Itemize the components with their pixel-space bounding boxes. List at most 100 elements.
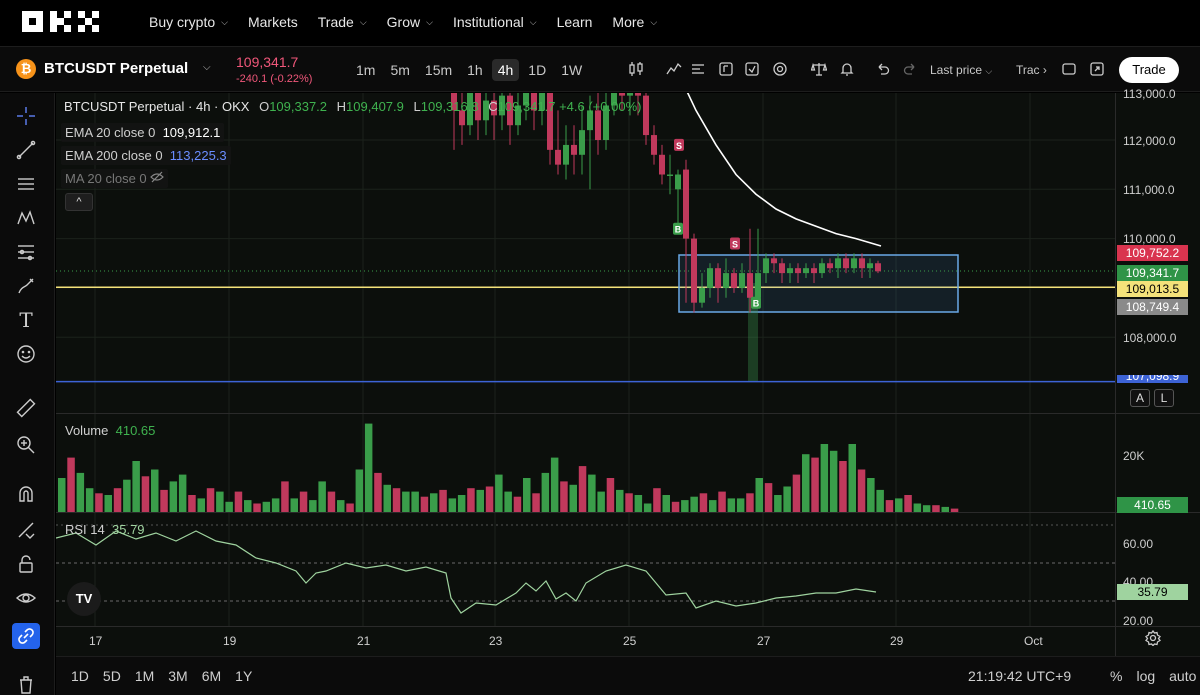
fullscreen-icon[interactable] xyxy=(1087,61,1107,81)
alarm-icon[interactable] xyxy=(837,61,857,81)
gear-icon[interactable] xyxy=(1145,629,1161,651)
balance-scale-icon[interactable] xyxy=(809,61,829,81)
range-1Y[interactable]: 1Y xyxy=(235,668,253,684)
volume-bar xyxy=(895,498,903,512)
nav-item[interactable]: More ⌵ xyxy=(612,14,657,30)
time-axis-divider xyxy=(56,626,1200,627)
volume-bar xyxy=(811,457,819,512)
volume-bar xyxy=(439,489,447,512)
magnet-icon[interactable] xyxy=(12,481,40,507)
candle xyxy=(707,268,713,288)
text-icon[interactable]: T xyxy=(19,308,33,332)
fib-icon[interactable] xyxy=(12,239,40,265)
zoom-icon[interactable] xyxy=(12,432,40,458)
timeframe-1m[interactable]: 1m xyxy=(356,62,376,78)
ema200-value: 113,225.3 xyxy=(169,148,227,163)
horizontal-lines-icon[interactable] xyxy=(12,171,40,197)
last-price-tag: 109,341.7 xyxy=(1117,265,1188,281)
symbol-selector[interactable]: BTCUSDT Perpetual xyxy=(44,60,189,77)
ma20-legend[interactable]: MA 20 close 0 xyxy=(61,169,169,188)
auto-scale-toggle[interactable]: auto xyxy=(1169,668,1197,684)
blue-line-tag: 107,098.9 xyxy=(1117,375,1188,383)
trash-icon[interactable] xyxy=(12,671,40,695)
range-1M[interactable]: 1M xyxy=(134,668,155,684)
bitcoin-icon: ₿ xyxy=(16,59,36,79)
open-value: 109,337.2 xyxy=(269,99,328,114)
replay-icon[interactable] xyxy=(742,61,762,81)
trade-marker-label: S xyxy=(732,240,738,250)
percent-scale-button[interactable]: % xyxy=(1110,668,1123,684)
pattern-icon[interactable] xyxy=(12,205,40,231)
undo-icon[interactable] xyxy=(873,61,893,81)
volume-bar xyxy=(941,506,949,512)
volume-bar xyxy=(848,444,856,512)
nav-item[interactable]: Institutional ⌵ xyxy=(453,14,537,30)
position-highlight xyxy=(748,283,758,381)
indicators-icon[interactable] xyxy=(664,61,684,81)
volume-bar xyxy=(244,500,252,512)
eye-icon[interactable] xyxy=(12,585,40,611)
range-5D[interactable]: 5D xyxy=(102,668,121,684)
range-6M[interactable]: 6M xyxy=(201,668,222,684)
layout-icon[interactable] xyxy=(1059,61,1079,81)
range-1D[interactable]: 1D xyxy=(71,668,89,684)
tradingview-logo[interactable]: TV xyxy=(67,582,101,616)
nav-item[interactable]: Buy crypto ⌵ xyxy=(149,14,228,30)
volume-bar xyxy=(95,493,103,512)
volume-bar xyxy=(662,495,670,512)
redo-icon[interactable] xyxy=(900,61,920,81)
crosshair-icon[interactable] xyxy=(12,103,40,129)
candle xyxy=(835,258,841,269)
log-scale-toggle[interactable]: log xyxy=(1136,668,1156,684)
volume-bar xyxy=(792,474,801,512)
collapse-legend-button[interactable]: ^ xyxy=(65,193,93,211)
range-3M[interactable]: 3M xyxy=(168,668,188,684)
templates-icon[interactable] xyxy=(688,61,708,81)
volume-bar xyxy=(309,500,317,512)
volume-bar xyxy=(523,478,531,512)
emoji-icon[interactable] xyxy=(12,341,40,367)
chevron-down-icon: ⌵ xyxy=(359,16,367,27)
candle xyxy=(811,268,817,274)
nav-item[interactable]: Grow ⌵ xyxy=(387,14,433,30)
nav-item[interactable]: Learn xyxy=(557,14,593,30)
ema200-legend[interactable]: EMA 200 close 0 113,225.3 xyxy=(61,146,231,165)
okx-logo[interactable] xyxy=(22,11,102,33)
timeframe-1W[interactable]: 1W xyxy=(561,62,583,78)
timeframe-15m[interactable]: 15m xyxy=(424,62,453,78)
price-type-select[interactable]: Last price ⌵ xyxy=(930,63,992,77)
price-chart[interactable]: S B S B xyxy=(56,93,1200,656)
timeframe-4h[interactable]: 4h xyxy=(491,59,520,81)
timeframe-1D[interactable]: 1D xyxy=(528,62,547,78)
trendline-icon[interactable] xyxy=(12,137,40,163)
volume-bar xyxy=(718,491,726,512)
volume-bar xyxy=(457,495,466,512)
ema20-legend[interactable]: EMA 20 close 0 109,912.1 xyxy=(61,123,225,142)
nav-item-label: More xyxy=(612,14,645,30)
trade-type-select[interactable]: Trac › xyxy=(1016,63,1047,77)
lock-drawings-icon[interactable] xyxy=(12,517,40,543)
price-type-label: Last price xyxy=(930,63,983,77)
trade-button[interactable]: Trade xyxy=(1119,57,1179,83)
alert-icon[interactable] xyxy=(716,61,736,81)
candle xyxy=(699,287,705,303)
volume-bar xyxy=(736,498,745,512)
candle xyxy=(803,268,809,274)
auto-scale-button[interactable]: A xyxy=(1130,389,1150,407)
brush-icon[interactable] xyxy=(12,273,40,299)
timeframe-1h[interactable]: 1h xyxy=(467,62,483,78)
nav-item[interactable]: Markets xyxy=(248,14,298,30)
link-icon[interactable] xyxy=(12,623,40,649)
chevron-down-icon[interactable]: ⌵ xyxy=(203,62,211,73)
eye-hidden-icon[interactable] xyxy=(150,171,165,186)
lock-icon[interactable] xyxy=(12,551,40,577)
nav-item[interactable]: Trade ⌵ xyxy=(318,14,367,30)
settings-icon[interactable] xyxy=(770,61,790,81)
volume-bar xyxy=(216,491,224,512)
log-scale-button[interactable]: L xyxy=(1154,389,1174,407)
ruler-icon[interactable] xyxy=(12,395,40,421)
volume-bar xyxy=(839,461,847,512)
timeframe-5m[interactable]: 5m xyxy=(390,62,410,78)
candle-type-icon[interactable] xyxy=(626,61,646,81)
